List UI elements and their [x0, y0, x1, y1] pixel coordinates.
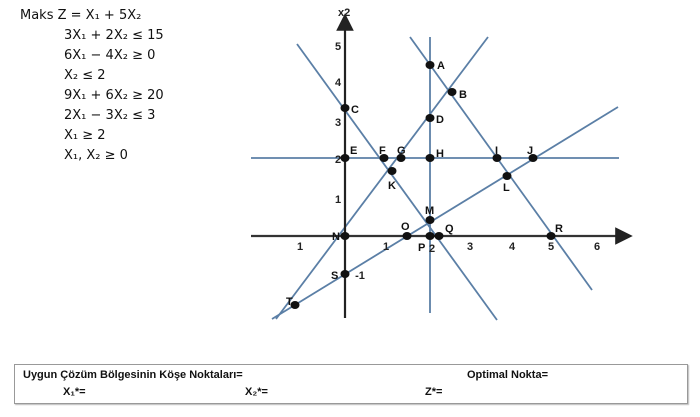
point-label-i: I: [495, 145, 498, 157]
point-r: [546, 232, 556, 240]
constraint-lines: [251, 36, 619, 321]
point-label-e: E: [350, 145, 357, 157]
point-g: [396, 154, 406, 162]
constraint-5: 2X₁ − 3X₂ ≤ 3: [64, 108, 156, 123]
constraint-line-5: [271, 106, 619, 320]
point-e: [340, 154, 350, 162]
point-label-k: K: [388, 180, 396, 192]
point-a: [425, 61, 435, 69]
tick-label: -1: [355, 270, 365, 282]
constraint-line-4: [296, 43, 498, 321]
answer-box: Uygun Çözüm Bölgesinin Köşe Noktaları= O…: [14, 364, 688, 404]
point-label-n: N: [332, 231, 340, 243]
point-b: [447, 88, 457, 96]
axis-tick-labels: 1 1 2 3 4 5 6 5 4 3 2 1 -1: [297, 41, 600, 282]
point-l: [502, 172, 512, 180]
point-k: [387, 167, 397, 175]
constraint-2: 6X₁ − 4X₂ ≥ 0: [64, 48, 156, 63]
tick-label: 5: [335, 41, 341, 53]
constraint-line-2: [275, 36, 489, 320]
point-label-f: F: [379, 145, 386, 157]
tick-label: 3: [467, 241, 473, 253]
tick-label: 1: [297, 241, 303, 253]
point-label-b: B: [459, 89, 467, 101]
point-m: [425, 216, 435, 224]
z-optimal-label: Z*=: [425, 386, 443, 398]
constraint-line-1: [409, 36, 593, 291]
point-label-g: G: [397, 145, 406, 157]
point-f: [379, 154, 389, 162]
constraint-4: 9X₁ + 6X₂ ≥ 20: [64, 88, 164, 103]
point-h: [425, 154, 435, 162]
point-label-d: D: [436, 114, 444, 126]
point-label-q: Q: [445, 223, 454, 235]
tick-label: 1: [335, 194, 341, 206]
point-label-h: H: [436, 148, 444, 160]
feasible-region-graph: x2 1 1 2 3 4 5 6 5 4 3 2 1 -1 A B C D E F G H I J K L M N OP Q R S T: [251, 7, 633, 321]
point-label-m: M: [425, 205, 434, 217]
point-q: [434, 232, 444, 240]
objective-function: Maks Z = X₁ + 5X₂: [20, 8, 142, 23]
point-s: [340, 270, 350, 278]
point-o: [402, 232, 412, 240]
point-label-l: L: [503, 182, 510, 194]
corner-points-label: Uygun Çözüm Bölgesinin Köşe Noktaları=: [23, 369, 243, 381]
optimal-point-label: Optimal Nokta=: [467, 369, 548, 381]
point-label-c: C: [351, 104, 359, 116]
tick-label: 2: [335, 154, 341, 166]
point-label-p: P: [418, 242, 425, 254]
point-j: [528, 154, 538, 162]
tick-label: 4: [509, 241, 516, 253]
constraint-6: X₁ ≥ 2: [64, 128, 106, 143]
point-d: [425, 114, 435, 122]
constraint-3: X₂ ≤ 2: [64, 68, 106, 83]
nonnegativity-constraint: X₁, X₂ ≥ 0: [64, 148, 128, 163]
tick-label: 6: [594, 241, 600, 253]
point-c: [340, 104, 350, 112]
tick-label: 2: [429, 243, 435, 255]
tick-label: 1: [383, 241, 389, 253]
x2-optimal-label: X₂*=: [245, 386, 268, 398]
tick-label: 4: [335, 77, 342, 89]
point-label-o: O: [401, 221, 410, 233]
point-label-a: A: [437, 60, 445, 72]
lp-problem: Maks Z = X₁ + 5X₂ 3X₁ + 2X₂ ≤ 15 6X₁ − 4…: [20, 6, 164, 166]
point-label-r: R: [555, 223, 563, 235]
point-label-t: T: [286, 296, 293, 308]
corner-points: A B C D E F G H I J K L M N OP Q R S T: [286, 60, 563, 309]
point-i: [492, 154, 502, 162]
point-p: [425, 232, 435, 240]
x2-axis-label: x2: [338, 7, 350, 19]
point-t: [290, 301, 300, 309]
point-label-s: S: [331, 270, 338, 282]
x1-optimal-label: X₁*=: [63, 386, 86, 398]
tick-label: 5: [548, 241, 554, 253]
point-label-j: J: [527, 145, 533, 157]
constraint-1: 3X₁ + 2X₂ ≤ 15: [64, 28, 164, 43]
tick-label: 3: [335, 117, 341, 129]
point-n: [340, 232, 350, 240]
